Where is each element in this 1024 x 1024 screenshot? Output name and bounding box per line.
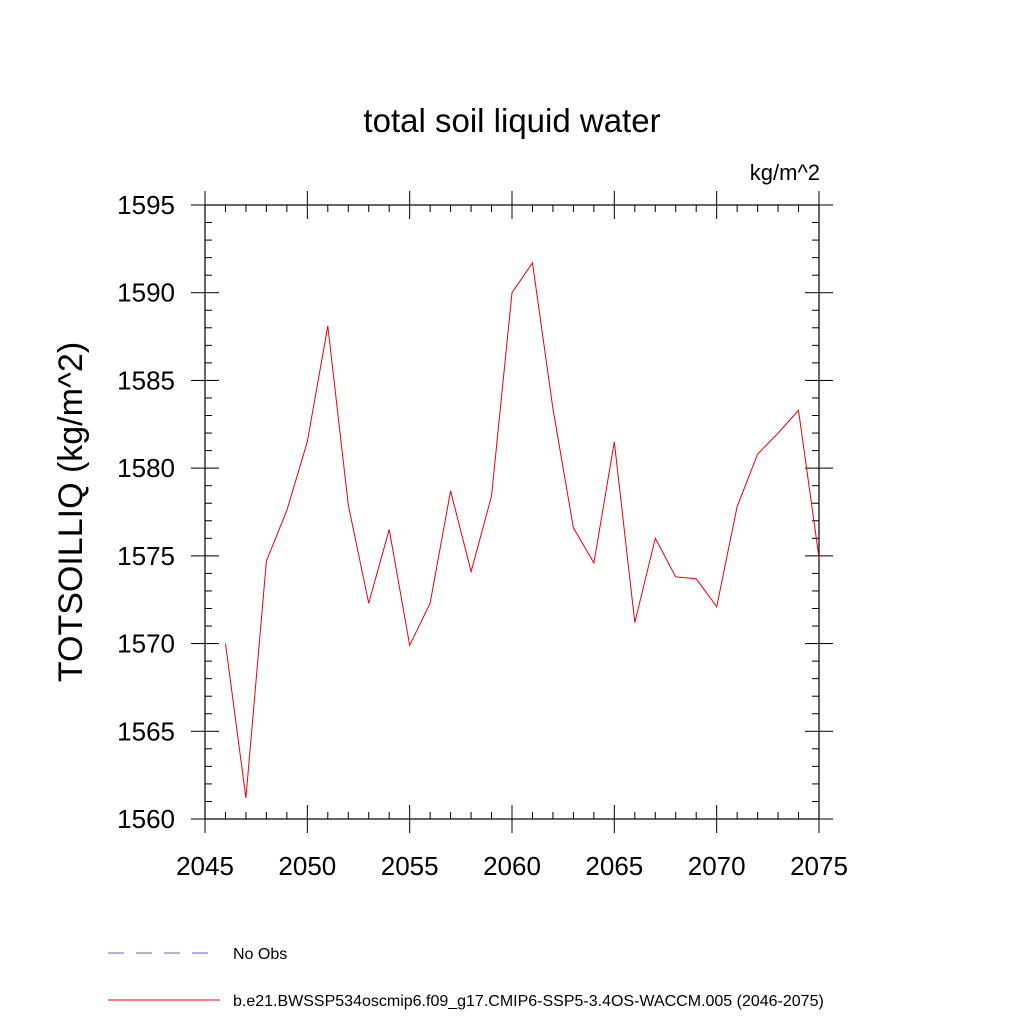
legend-label-model-run: b.e21.BWSSP534oscmip6.f09_g17.CMIP6-SSP5… [233, 993, 824, 1010]
y-tick-label: 1565 [117, 716, 175, 746]
y-tick-label: 1560 [117, 804, 175, 834]
x-tick-label: 2045 [176, 851, 234, 881]
y-tick-label: 1575 [117, 541, 175, 571]
y-tick-label: 1585 [117, 365, 175, 395]
legend-label-no-obs: No Obs [233, 946, 287, 963]
series-line [225, 261, 820, 798]
y-axis-label: TOTSOILLIQ (kg/m^2) [52, 342, 90, 682]
y-tick-label: 1595 [117, 190, 175, 220]
x-tick-label: 2060 [483, 851, 541, 881]
x-axis: 2045 2050 2055 2060 2065 2070 2075 [176, 191, 848, 881]
y-tick-label: 1570 [117, 629, 175, 659]
y-tick-label: 1580 [117, 453, 175, 483]
y-tick-label: 1590 [117, 278, 175, 308]
x-tick-label: 2070 [688, 851, 746, 881]
x-tick-label: 2075 [790, 851, 848, 881]
x-tick-label: 2050 [278, 851, 336, 881]
units-label: kg/m^2 [750, 160, 820, 185]
legend: No Obs b.e21.BWSSP534oscmip6.f09_g17.CMI… [108, 946, 824, 1010]
y-axis: 1560 1565 1570 1575 1580 1585 1590 1595 [117, 190, 833, 834]
chart-title: total soil liquid water [363, 102, 660, 139]
x-tick-label: 2055 [381, 851, 439, 881]
x-tick-label: 2065 [585, 851, 643, 881]
series-layer [225, 261, 820, 798]
